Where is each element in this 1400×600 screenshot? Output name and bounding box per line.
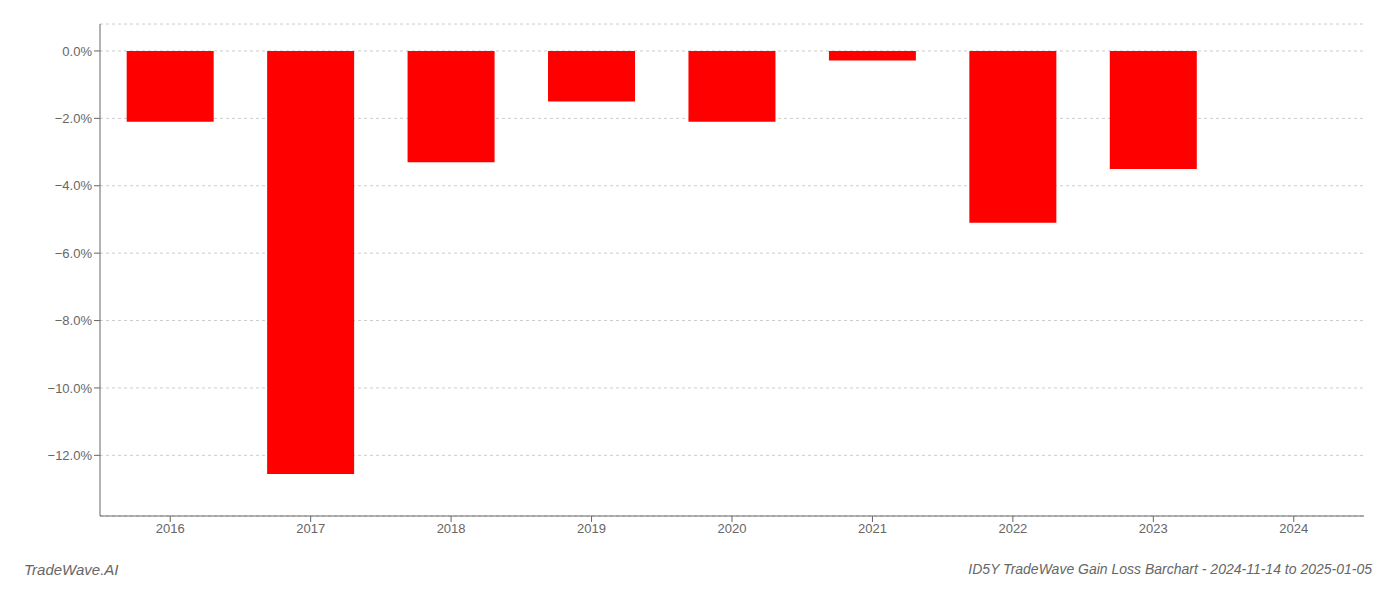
svg-text:−12.0%: −12.0%	[48, 448, 93, 463]
svg-text:2022: 2022	[998, 521, 1027, 536]
svg-text:2017: 2017	[296, 521, 325, 536]
svg-text:2021: 2021	[858, 521, 887, 536]
html-text:TradeWave.AI: TradeWave.AI	[24, 560, 119, 578]
svg-text:2023: 2023	[1139, 521, 1168, 536]
svg-text:2020: 2020	[718, 521, 747, 536]
svg-text:−10.0%: −10.0%	[48, 381, 93, 396]
svg-text:−6.0%: −6.0%	[55, 246, 93, 261]
svg-text:−8.0%: −8.0%	[55, 313, 93, 328]
svg-text:2016: 2016	[156, 521, 185, 536]
svg-text:2019: 2019	[577, 521, 606, 536]
svg-text:2018: 2018	[437, 521, 466, 536]
svg-text:0.0%: 0.0%	[62, 44, 92, 59]
svg-text:−2.0%: −2.0%	[55, 111, 93, 126]
svg-text:−4.0%: −4.0%	[55, 178, 93, 193]
svg-text:2024: 2024	[1279, 521, 1308, 536]
html-text:ID5Y TradeWave Gain Loss Barch: ID5Y TradeWave Gain Loss Barchart - 2024…	[968, 561, 1372, 577]
